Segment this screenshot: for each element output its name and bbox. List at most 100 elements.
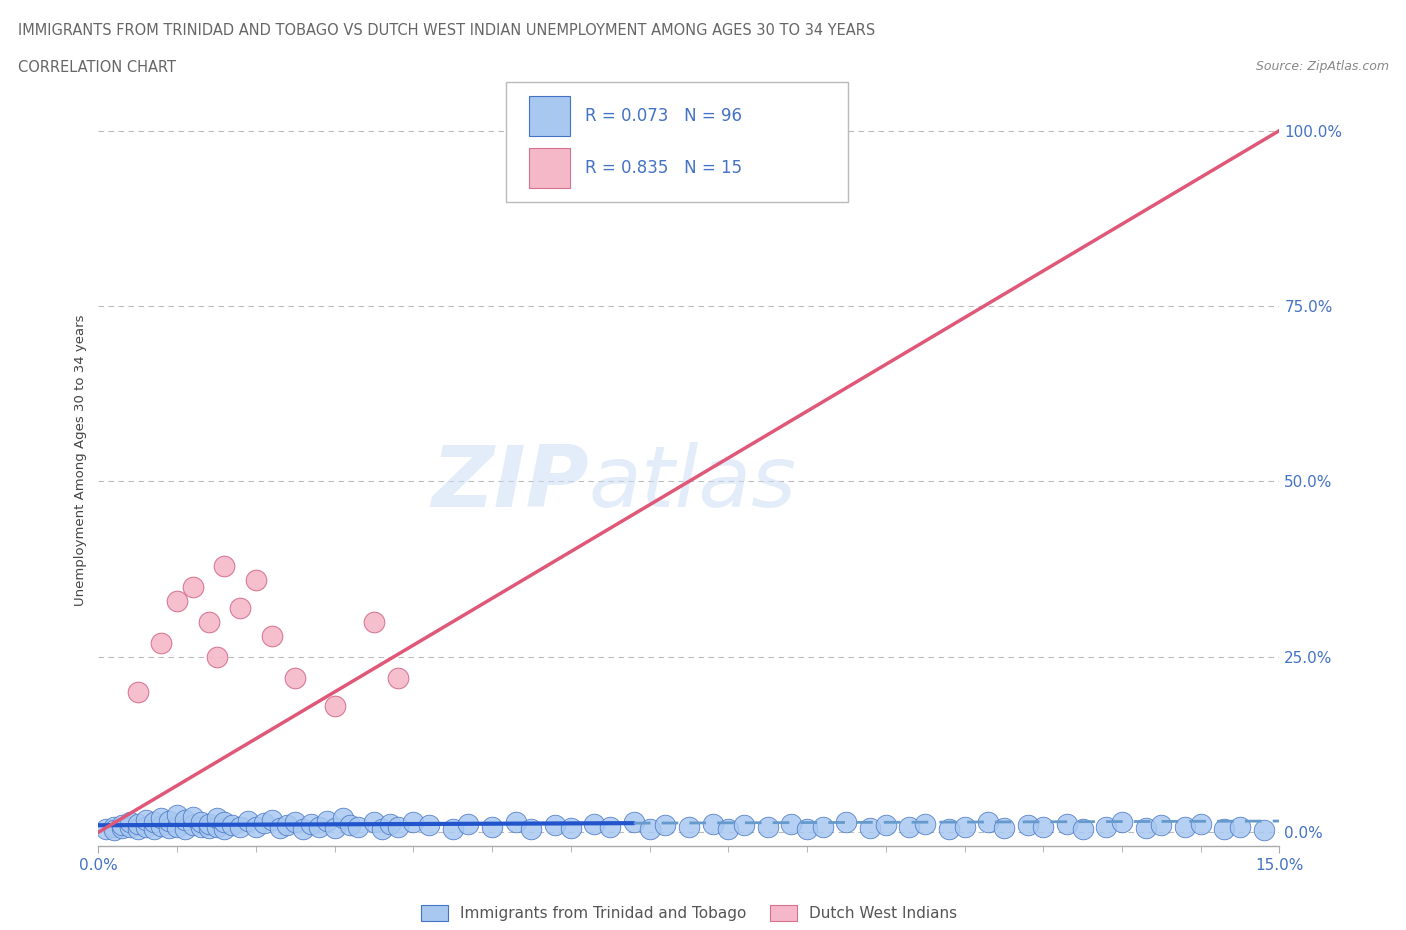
Point <box>1111 815 1133 830</box>
Point <box>205 649 228 664</box>
Y-axis label: Unemployment Among Ages 30 to 34 years: Unemployment Among Ages 30 to 34 years <box>75 314 87 606</box>
Point <box>308 819 330 834</box>
Point <box>1071 821 1094 836</box>
Text: IMMIGRANTS FROM TRINIDAD AND TOBAGO VS DUTCH WEST INDIAN UNEMPLOYMENT AMONG AGES: IMMIGRANTS FROM TRINIDAD AND TOBAGO VS D… <box>18 23 876 38</box>
Point <box>1174 820 1197 835</box>
Point <box>339 817 361 832</box>
Point <box>174 821 197 836</box>
Point <box>150 635 173 650</box>
Point <box>583 817 606 831</box>
Text: Source: ZipAtlas.com: Source: ZipAtlas.com <box>1256 60 1389 73</box>
Text: R = 0.073   N = 96: R = 0.073 N = 96 <box>585 107 742 125</box>
Point <box>441 821 464 836</box>
Point <box>292 821 315 836</box>
Point <box>127 821 149 836</box>
Point <box>157 820 180 835</box>
Point <box>796 821 818 836</box>
Point <box>276 817 298 832</box>
Point <box>190 815 212 830</box>
Point <box>181 809 204 824</box>
Point <box>205 819 228 834</box>
Point <box>898 820 921 835</box>
Point <box>993 820 1015 835</box>
Point <box>166 819 188 834</box>
Point <box>457 817 479 831</box>
Point <box>1056 817 1078 831</box>
Point <box>96 821 118 836</box>
Point <box>142 821 165 836</box>
Point <box>260 629 283 644</box>
Point <box>236 814 259 829</box>
Text: ZIP: ZIP <box>430 442 589 525</box>
Point <box>756 820 779 835</box>
Point <box>229 600 252 615</box>
Legend: Immigrants from Trinidad and Tobago, Dutch West Indians: Immigrants from Trinidad and Tobago, Dut… <box>415 899 963 927</box>
Point <box>269 820 291 835</box>
Text: atlas: atlas <box>589 442 797 525</box>
Point <box>859 820 882 835</box>
Point <box>505 815 527 830</box>
Point <box>245 819 267 834</box>
Point <box>181 817 204 832</box>
Point <box>733 817 755 832</box>
Point <box>245 572 267 587</box>
Point <box>221 817 243 832</box>
Point <box>135 812 157 827</box>
Point <box>197 817 219 831</box>
Point <box>875 817 897 832</box>
FancyBboxPatch shape <box>530 148 569 188</box>
Point <box>135 820 157 835</box>
Point <box>229 820 252 835</box>
Point <box>323 820 346 835</box>
Point <box>323 698 346 713</box>
Point <box>717 821 740 836</box>
Point <box>157 814 180 829</box>
Point <box>520 821 543 836</box>
Point <box>1189 817 1212 831</box>
Point <box>481 820 503 835</box>
Point <box>654 817 676 832</box>
Point <box>214 815 236 830</box>
Point <box>181 579 204 594</box>
Point <box>103 819 125 834</box>
Point <box>166 807 188 822</box>
FancyBboxPatch shape <box>530 96 569 136</box>
Point <box>1017 817 1039 832</box>
Point <box>332 811 354 826</box>
Point <box>953 819 976 834</box>
Point <box>111 820 134 835</box>
Point <box>623 815 645 830</box>
Point <box>1253 823 1275 838</box>
Point <box>174 812 197 827</box>
Point <box>197 615 219 630</box>
Point <box>835 815 858 830</box>
Point <box>118 815 141 830</box>
Point <box>811 819 834 834</box>
Point <box>780 817 803 831</box>
Point <box>387 671 409 685</box>
Point <box>166 593 188 608</box>
Point <box>678 820 700 835</box>
Point <box>599 819 621 834</box>
Point <box>977 815 1000 830</box>
Point <box>205 811 228 826</box>
Point <box>560 144 582 159</box>
Point <box>1135 820 1157 835</box>
Point <box>103 823 125 838</box>
Point <box>284 671 307 685</box>
Point <box>150 818 173 833</box>
Point <box>1213 821 1236 836</box>
Point <box>1229 819 1251 834</box>
Point <box>118 819 141 834</box>
Point <box>150 811 173 826</box>
Point <box>253 816 276 830</box>
Point <box>197 820 219 835</box>
Point <box>387 819 409 834</box>
Point <box>544 817 567 832</box>
Point <box>127 684 149 699</box>
Text: CORRELATION CHART: CORRELATION CHART <box>18 60 176 75</box>
Point <box>190 820 212 835</box>
FancyBboxPatch shape <box>506 82 848 202</box>
Point <box>418 817 440 832</box>
Point <box>363 815 385 830</box>
